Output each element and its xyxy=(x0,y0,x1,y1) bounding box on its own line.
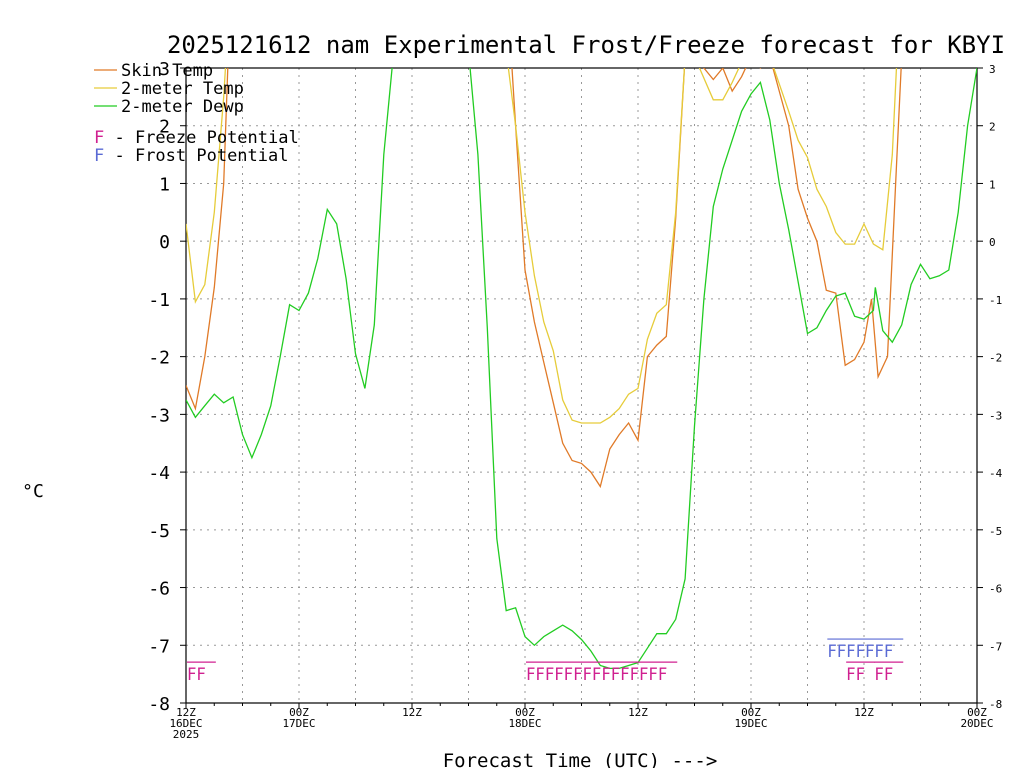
y-tick-label-right: -2 xyxy=(989,352,1002,365)
legend-label: 2-meter Dewp xyxy=(121,97,244,117)
y-tick-label-right: 3 xyxy=(989,63,996,76)
x-tick-label: 17DEC xyxy=(282,717,315,730)
freeze-flag-group: FF xyxy=(846,665,865,685)
legend-flag-entry: F - Freeze Potential xyxy=(94,128,299,148)
y-tick-label-right: -7 xyxy=(989,640,1002,653)
x-tick-label: 16DEC xyxy=(169,717,202,730)
legend-label: 2-meter Temp xyxy=(121,79,244,99)
y-tick-label: -7 xyxy=(148,636,170,657)
y-tick-label-right: -6 xyxy=(989,583,1002,596)
y-tick-label: -3 xyxy=(148,405,170,426)
y-tick-label: -4 xyxy=(148,463,170,484)
x-tick-label: 12Z xyxy=(854,706,874,719)
x-tick-label: 00Z xyxy=(289,706,309,719)
series-line-2-meter-temp xyxy=(186,68,898,424)
x-tick-label: 20DEC xyxy=(960,717,993,730)
y-tick-label: -1 xyxy=(148,290,170,311)
y-tick-label: -6 xyxy=(148,579,170,600)
y-tick-label: 0 xyxy=(159,232,170,253)
series-line-skin-temp xyxy=(186,68,902,489)
y-tick-label: -2 xyxy=(148,348,170,369)
y-axis-left: -8 -7 -6 -5 -4 -3 -2 -1 0 1 2 3 xyxy=(148,59,186,715)
x-axis-label: Forecast Time (UTC) ---> xyxy=(443,750,718,768)
series-line-2-meter-dewp xyxy=(186,68,977,670)
potential-flags: FF FFFFFFFFFFFFFFF FF FFFFFFFFF xyxy=(187,638,904,685)
legend-flag-entry: F - Frost Potential xyxy=(94,146,288,166)
chart-title: 2025121612 nam Experimental Frost/Freeze… xyxy=(167,31,1005,59)
x-tick-label: 00Z xyxy=(741,706,761,719)
y-tick-label-right: -3 xyxy=(989,409,1002,422)
y-tick-label: 2 xyxy=(159,117,170,138)
y-tick-label-right: 0 xyxy=(989,236,996,249)
x-tick-label: 19DEC xyxy=(734,717,767,730)
freeze-flag-group: FF xyxy=(874,665,893,685)
y-tick-label-right: -5 xyxy=(989,525,1002,538)
x-tick-label: 00Z xyxy=(515,706,535,719)
y-tick-label: -8 xyxy=(148,694,170,715)
y-tick-label-right: -8 xyxy=(989,698,1002,711)
y-tick-label: 1 xyxy=(159,174,170,195)
y-tick-label: -5 xyxy=(148,521,170,542)
x-tick-label: 12Z xyxy=(402,706,422,719)
y-tick-label-right: 2 xyxy=(989,121,996,134)
y-axis-right: -8 -7 -6 -5 -4 -3 -2 -1 0 1 2 3 xyxy=(977,63,1003,711)
grid xyxy=(186,68,977,703)
series-lines xyxy=(186,68,977,670)
y-tick-label-right: -1 xyxy=(989,294,1002,307)
frost-flag-group: FFFFFFF xyxy=(827,642,893,662)
x-tick-label: 12Z xyxy=(628,706,648,719)
x-tick-label: 18DEC xyxy=(508,717,541,730)
freeze-flag-group: FFFFFFFFFFFFFFF xyxy=(526,665,667,685)
freeze-flag-group: FF xyxy=(187,665,206,685)
x-tick-label: 2025 xyxy=(173,728,200,741)
x-tick-label: 00Z xyxy=(967,706,987,719)
y-axis-label: °C xyxy=(22,481,44,502)
y-tick-label-right: -4 xyxy=(989,467,1003,480)
y-tick-label-right: 1 xyxy=(989,178,996,191)
y-tick-label: 3 xyxy=(159,59,170,80)
x-tick-label: 12Z xyxy=(176,706,196,719)
legend-label: Skin Temp xyxy=(121,61,213,81)
